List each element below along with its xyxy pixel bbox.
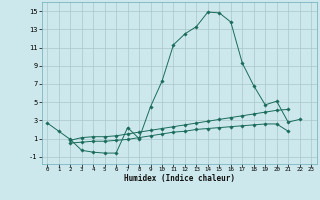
X-axis label: Humidex (Indice chaleur): Humidex (Indice chaleur) bbox=[124, 174, 235, 183]
